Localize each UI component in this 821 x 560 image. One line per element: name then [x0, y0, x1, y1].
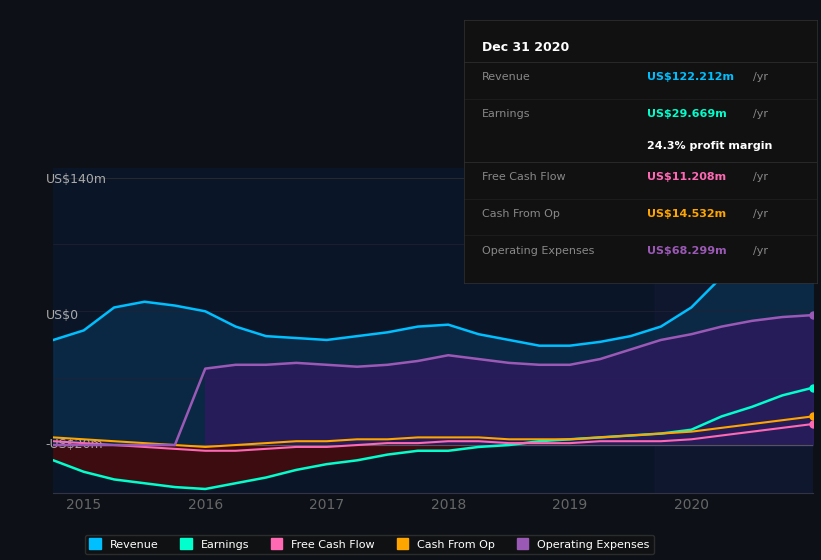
Legend: Revenue, Earnings, Free Cash Flow, Cash From Op, Operating Expenses: Revenue, Earnings, Free Cash Flow, Cash …: [85, 535, 654, 554]
Text: /yr: /yr: [754, 72, 768, 82]
Text: US$122.212m: US$122.212m: [648, 72, 735, 82]
Text: /yr: /yr: [754, 246, 768, 256]
Text: -US$20m: -US$20m: [46, 437, 103, 451]
Text: Cash From Op: Cash From Op: [481, 209, 559, 219]
Text: US$0: US$0: [46, 309, 79, 321]
Text: /yr: /yr: [754, 209, 768, 219]
Text: Revenue: Revenue: [481, 72, 530, 82]
Text: 24.3% profit margin: 24.3% profit margin: [648, 141, 773, 151]
Text: Earnings: Earnings: [481, 109, 530, 119]
Text: Dec 31 2020: Dec 31 2020: [481, 41, 569, 54]
Text: Operating Expenses: Operating Expenses: [481, 246, 594, 256]
Text: US$11.208m: US$11.208m: [648, 172, 727, 182]
Bar: [655, 168, 813, 493]
Text: US$14.532m: US$14.532m: [648, 209, 727, 219]
Text: US$140m: US$140m: [46, 173, 107, 186]
Text: /yr: /yr: [754, 172, 768, 182]
Text: US$29.669m: US$29.669m: [648, 109, 727, 119]
Text: Free Cash Flow: Free Cash Flow: [481, 172, 565, 182]
Text: /yr: /yr: [754, 109, 768, 119]
Text: US$68.299m: US$68.299m: [648, 246, 727, 256]
